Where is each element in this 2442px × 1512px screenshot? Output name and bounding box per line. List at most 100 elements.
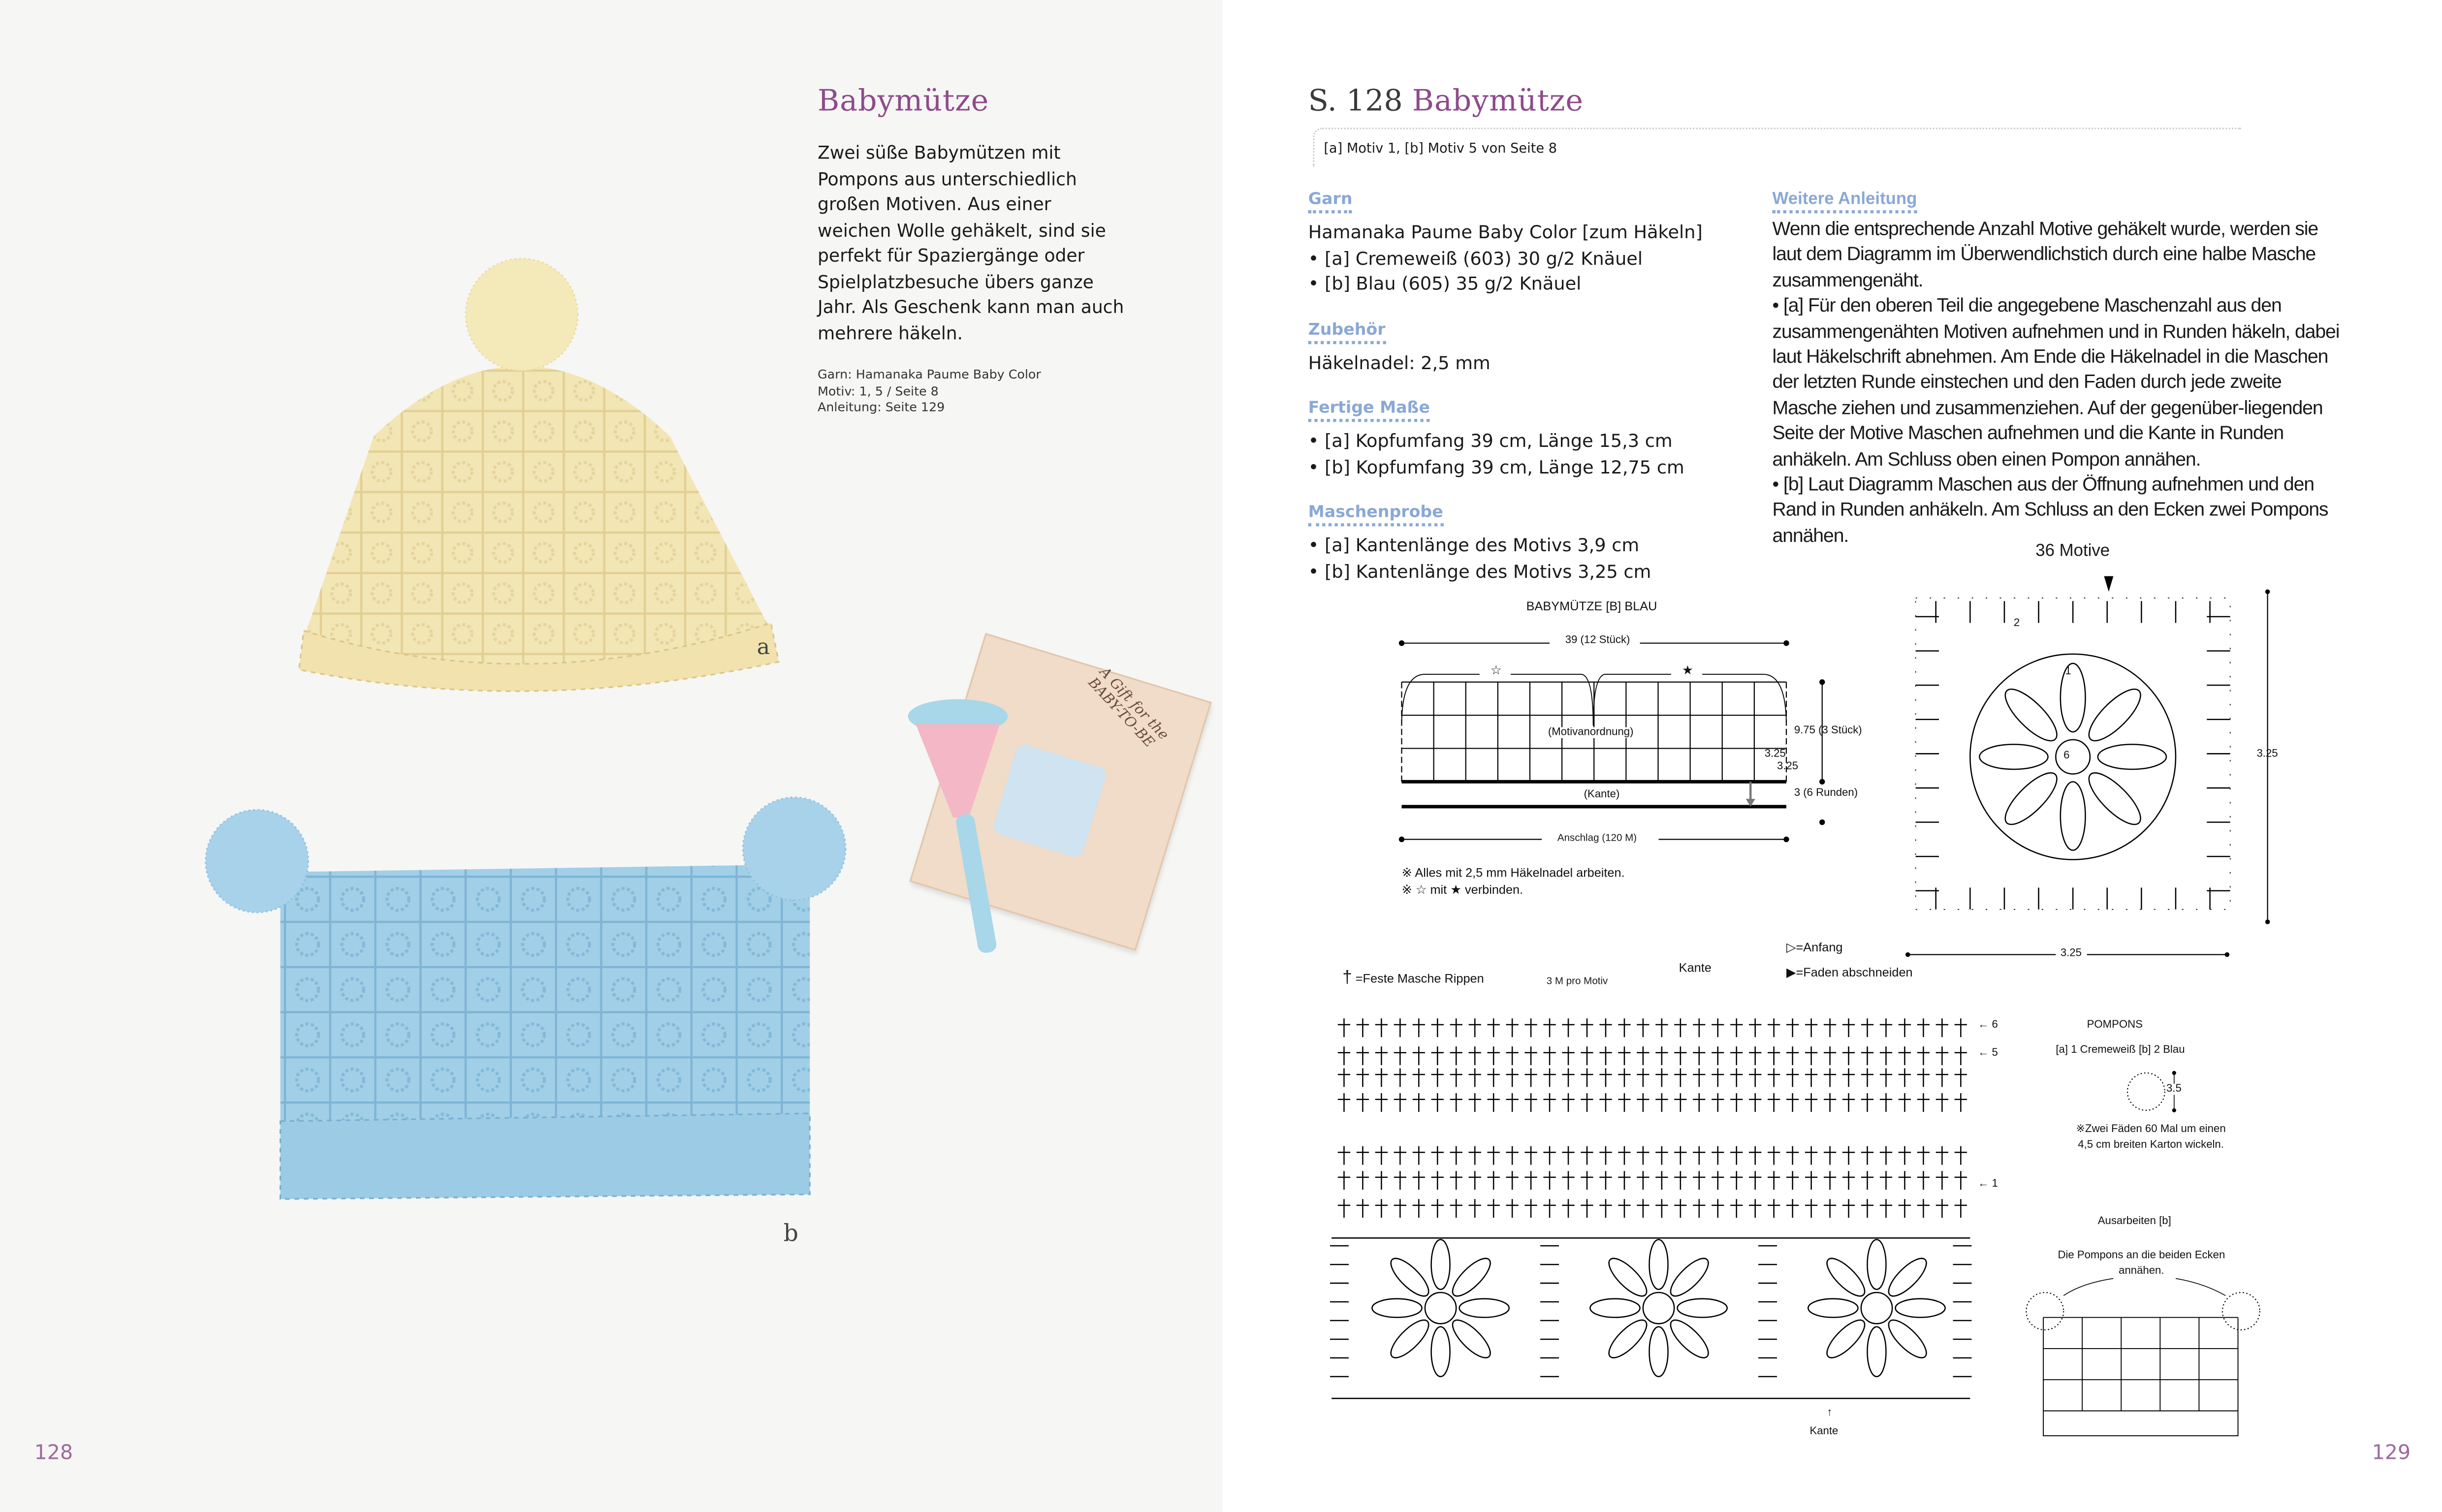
garn-line: • [b] Blau (605) 35 g/2 Knäuel <box>1308 272 1582 294</box>
petal-stitch <box>1452 1258 1491 1297</box>
page-number-left: 128 <box>34 1442 73 1466</box>
heading-weitere-anleitung: Weitere Anleitung <box>1772 190 1917 214</box>
petal-stitch <box>1670 1258 1709 1297</box>
pompon-note-line: 4,5 cm breiten Karton wickeln. <box>2078 1139 2224 1151</box>
edge-top-label: Kante <box>1679 961 1712 975</box>
petal-stitch <box>1826 1319 1866 1358</box>
motif-center-ring <box>2055 739 2091 775</box>
petal-stitch <box>1808 1298 1859 1318</box>
row-number: 5 <box>1992 1048 1998 1059</box>
note-join: ※ ☆ mit ★ verbinden. <box>1401 882 1523 897</box>
maschenprobe-line: • [a] Kantenlänge des Motivs 3,9 cm <box>1308 534 1640 556</box>
petal-stitch <box>2088 689 2141 742</box>
cut-triangle-icon: ▶ <box>1786 965 1796 980</box>
garn-line: Hamanaka Paume Baby Color [zum Häkeln] <box>1308 221 1703 243</box>
single-crochet-ribbed-icon: † <box>1342 968 1352 987</box>
legend-start-label: =Anfang <box>1796 940 1843 955</box>
title-page-ref: S. 128 <box>1308 84 1403 119</box>
petal-stitch <box>1459 1298 1510 1318</box>
pompon-icon <box>2126 1071 2176 1112</box>
petal-stitch <box>1390 1258 1429 1297</box>
height-label: 9.75 (3 Stück) <box>1794 725 1862 737</box>
heading-garn: Garn <box>1308 190 1353 214</box>
layout-notes: ※ Alles mit 2,5 mm Häkelnadel arbeiten. … <box>1402 864 1625 899</box>
left-info: Garn: Hamanaka Paume Baby Color Motiv: 1… <box>818 368 1041 417</box>
instructions-paragraph: Wenn die entsprechende Anzahl Motive geh… <box>1772 218 2319 291</box>
pompon-size: 3.5 <box>2166 1084 2182 1095</box>
legend-stitch-label: =Feste Masche Rippen <box>1355 972 1484 986</box>
legend-cut-label: =Faden abschneiden <box>1796 965 1913 980</box>
per-motif-label: 3 M pro Motiv <box>1546 976 1608 987</box>
petal-stitch <box>2004 689 2058 742</box>
petal-stitch <box>1888 1258 1927 1297</box>
edge-label: (Kante) <box>1584 789 1620 801</box>
cast-on-label: Anschlag (120 M) <box>1557 833 1637 844</box>
pompon-note: ※Zwei Fäden 60 Mal um einen 4,5 cm breit… <box>2076 1123 2225 1154</box>
motif-side-dimension: 3.25 <box>2256 749 2278 760</box>
petal-stitch <box>1390 1319 1429 1358</box>
start-triangle-icon: ▷ <box>1786 940 1796 955</box>
petal-stitch <box>1649 1326 1669 1378</box>
pompons-counts: [a] 1 Cremeweiß [b] 2 Blau <box>2056 1044 2185 1056</box>
petal-stitch <box>1608 1258 1648 1297</box>
info-instructions: Anleitung: Seite 129 <box>818 400 945 415</box>
row-number: 6 <box>1992 1020 1998 1031</box>
petal-stitch <box>1867 1326 1887 1378</box>
materials-column: Garn Hamanaka Paume Baby Color [zum Häke… <box>1308 181 1760 584</box>
up-arrow-icon: ↑ <box>1827 1408 1833 1419</box>
legend-stitch: † =Feste Masche Rippen <box>1342 969 1484 987</box>
edge-rect <box>2043 1410 2239 1437</box>
heading-maschenprobe: Maschenprobe <box>1308 503 1443 527</box>
round-2-marker: 2 <box>2013 618 2020 630</box>
motif-ring <box>1969 653 2177 860</box>
rattle-photo <box>908 699 1008 953</box>
finishing-diagram <box>2026 1278 2260 1437</box>
motif-width-label: 3.25 <box>1764 749 1786 760</box>
row-5-marker: ← 5 <box>1978 1048 1998 1059</box>
row-number: 1 <box>1992 1179 1998 1190</box>
star-filled: ★ <box>1682 663 1693 678</box>
petal-stitch <box>2060 662 2086 733</box>
motif-arrangement-label: (Motivanordnung) <box>1545 727 1637 738</box>
petal-stitch <box>1430 1326 1451 1378</box>
width-label: 39 (12 Stück) <box>1565 635 1630 647</box>
layout-diagram <box>1398 633 1825 849</box>
pompons-title: POMPONS <box>2087 1020 2143 1031</box>
heading-zubehoer: Zubehör <box>1308 320 1386 344</box>
petal-stitch <box>1430 1239 1451 1290</box>
edge-bottom-label: Kante <box>1809 1426 1839 1438</box>
petal-stitch <box>1371 1298 1423 1318</box>
petal-stitch <box>2060 781 2086 851</box>
petal-stitch <box>1452 1319 1491 1358</box>
right-title: S. 128 Babymütze <box>1308 84 1584 119</box>
left-page: Babymütze Zwei süße Babymützen mit Pompo… <box>34 84 1212 1466</box>
petal-stitch <box>1649 1239 1669 1290</box>
petal-stitch <box>1677 1298 1728 1318</box>
right-page: S. 128 Babymütze [a] Motiv 1, [b] Motiv … <box>1222 0 2442 1512</box>
zubehoer-line: Häkelnadel: 2,5 mm <box>1308 351 1491 373</box>
note-frame <box>1313 127 2241 167</box>
pompon-note-line: ※Zwei Fäden 60 Mal um einen <box>2076 1124 2226 1135</box>
motif-bottom-dimension: 3.25 <box>2056 948 2087 959</box>
maschenprobe-line: • [b] Kantenlänge des Motivs 3,25 cm <box>1308 560 1651 582</box>
finishing-title: Ausarbeiten [b] <box>2097 1216 2171 1228</box>
heading-masse: Fertige Maße <box>1308 399 1430 422</box>
instructions-paragraph: • [b] Laut Diagramm Maschen aus der Öffn… <box>1772 473 2329 547</box>
petal-stitch <box>1895 1298 1946 1318</box>
row-6-marker: ← 6 <box>1978 1020 1998 1031</box>
instructions-paragraph: • [a] Für den oberen Teil die angegebene… <box>1772 294 2340 470</box>
left-description: Zwei süße Babymützen mit Pompons aus unt… <box>818 141 1124 344</box>
title-text: Babymütze <box>1412 84 1584 119</box>
note-hook: ※ Alles mit 2,5 mm Häkelnadel arbeiten. <box>1401 866 1625 880</box>
motif-center <box>1424 1292 1457 1324</box>
motif-center <box>1860 1292 1893 1324</box>
motif-center-count: 6 <box>2063 750 2070 762</box>
motif-center <box>1642 1292 1675 1324</box>
finishing-note-line: annähen. <box>2119 1266 2164 1277</box>
photo-label-b: b <box>783 1219 798 1248</box>
gift-card-text: A Gift for the BABY-TO-BE <box>1084 664 1171 752</box>
garn-line: • [a] Cremeweiß (603) 30 g/2 Knäuel <box>1308 247 1643 269</box>
left-title: Babymütze <box>818 84 989 119</box>
petal-stitch <box>1670 1319 1709 1358</box>
petal-stitch <box>2004 772 2058 825</box>
